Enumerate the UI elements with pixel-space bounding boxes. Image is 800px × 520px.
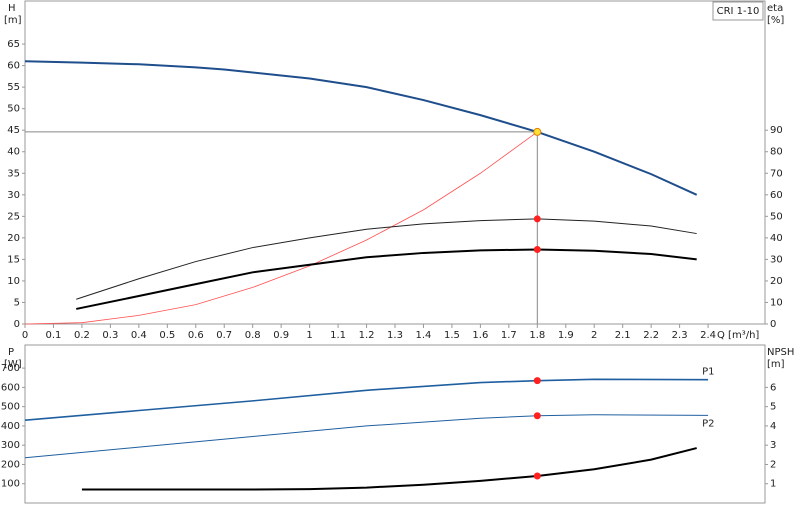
x-tick-label: 1.7 bbox=[501, 330, 517, 341]
y2-axis-label: eta bbox=[767, 3, 783, 14]
y-tick-label: 700 bbox=[1, 363, 20, 374]
x-tick-label: 0.3 bbox=[102, 330, 118, 341]
x-tick-label: 0.5 bbox=[159, 330, 175, 341]
y-tick-label: 50 bbox=[7, 104, 20, 115]
y-tick-label: 60 bbox=[7, 61, 20, 72]
y2-tick-label: 3 bbox=[770, 440, 776, 451]
y-tick-label: 15 bbox=[7, 254, 20, 265]
x-tick-label: 1.3 bbox=[387, 330, 403, 341]
series-line bbox=[24, 60, 698, 196]
y2-tick-label: 4 bbox=[770, 421, 776, 432]
y2-tick-label: 1 bbox=[770, 479, 776, 490]
x-tick-label: 1.5 bbox=[444, 330, 460, 341]
y-tick-label: 65 bbox=[7, 39, 20, 50]
y-tick-label: 25 bbox=[7, 211, 20, 222]
y-axis-unit: [m] bbox=[4, 15, 22, 26]
x-tick-label: 1.6 bbox=[472, 330, 488, 341]
x-tick-label: 0 bbox=[22, 330, 28, 341]
y2-axis-label: NPSH bbox=[767, 347, 794, 358]
x-tick-label: 1.8 bbox=[529, 330, 545, 341]
x-tick-label: 0.6 bbox=[188, 330, 204, 341]
y2-tick-label: 0 bbox=[770, 319, 776, 330]
y2-axis-unit: [m] bbox=[767, 359, 785, 370]
y2-tick-label: 90 bbox=[770, 125, 783, 136]
y2-tick-label: 30 bbox=[770, 254, 783, 265]
series-label: P1 bbox=[702, 367, 714, 378]
x-tick-label: 1.4 bbox=[416, 330, 432, 341]
y2-tick-label: 70 bbox=[770, 168, 783, 179]
series-line bbox=[76, 248, 697, 310]
x-tick-label: 2 bbox=[591, 330, 597, 341]
y-tick-label: 30 bbox=[7, 190, 20, 201]
series-line bbox=[24, 414, 709, 459]
y-tick-label: 400 bbox=[1, 421, 20, 432]
y-tick-label: 100 bbox=[1, 479, 20, 490]
y2-tick-label: 2 bbox=[770, 459, 776, 470]
y-axis-label: H bbox=[8, 3, 16, 14]
point bbox=[533, 472, 541, 480]
series-line bbox=[24, 131, 538, 325]
point bbox=[533, 215, 541, 223]
y2-tick-label: 50 bbox=[770, 211, 783, 222]
y2-tick-label: 40 bbox=[770, 233, 783, 244]
y2-axis-unit: [%] bbox=[767, 15, 784, 26]
y-axis-unit: [W] bbox=[4, 359, 22, 370]
guide-line bbox=[25, 131, 538, 324]
y-tick-label: 0 bbox=[14, 319, 20, 330]
y2-tick-label: 6 bbox=[770, 382, 776, 393]
y-tick-label: 300 bbox=[1, 440, 20, 451]
x-axis-label: Q [m³/h] bbox=[717, 330, 759, 341]
y-tick-label: 20 bbox=[7, 233, 20, 244]
y-tick-label: 45 bbox=[7, 125, 20, 136]
y-tick-label: 55 bbox=[7, 82, 20, 93]
y2-tick-label: 60 bbox=[770, 190, 783, 201]
y-tick-label: 200 bbox=[1, 459, 20, 470]
x-tick-label: 0.7 bbox=[216, 330, 232, 341]
x-tick-label: 2.4 bbox=[700, 330, 716, 341]
x-tick-label: 2.1 bbox=[615, 330, 631, 341]
point bbox=[533, 245, 541, 253]
y2-tick-label: 20 bbox=[770, 276, 783, 287]
y2-tick-label: 5 bbox=[770, 402, 776, 413]
series-line bbox=[24, 378, 709, 421]
x-tick-label: 2.2 bbox=[643, 330, 659, 341]
plot-frame bbox=[24, 344, 766, 504]
x-tick-label: 0.2 bbox=[74, 330, 90, 341]
x-tick-label: 2.3 bbox=[672, 330, 688, 341]
label: CRI 1-10 bbox=[717, 6, 760, 17]
y2-tick-label: 80 bbox=[770, 147, 783, 158]
y-tick-label: 35 bbox=[7, 168, 20, 179]
x-tick-label: 0.9 bbox=[273, 330, 289, 341]
plot-frame bbox=[24, 0, 766, 325]
y-tick-label: 5 bbox=[14, 297, 20, 308]
x-tick-label: 1.9 bbox=[558, 330, 574, 341]
series-label: P2 bbox=[702, 418, 714, 429]
label-box bbox=[712, 1, 764, 21]
x-tick-label: 1.1 bbox=[330, 330, 346, 341]
point bbox=[533, 412, 541, 420]
y-axis-label: P bbox=[8, 347, 14, 358]
series-line bbox=[76, 218, 697, 300]
series-line bbox=[81, 447, 697, 491]
x-tick-label: 1 bbox=[306, 330, 312, 341]
y-tick-label: 500 bbox=[1, 402, 20, 413]
x-tick-label: 1.2 bbox=[359, 330, 375, 341]
y-tick-label: 600 bbox=[1, 382, 20, 393]
point bbox=[533, 127, 542, 136]
point bbox=[533, 377, 541, 385]
y-tick-label: 10 bbox=[7, 276, 20, 287]
x-tick-label: 0.4 bbox=[131, 330, 147, 341]
y-tick-label: 40 bbox=[7, 147, 20, 158]
y2-tick-label: 10 bbox=[770, 297, 783, 308]
x-tick-label: 0.1 bbox=[46, 330, 62, 341]
x-tick-label: 0.8 bbox=[245, 330, 261, 341]
